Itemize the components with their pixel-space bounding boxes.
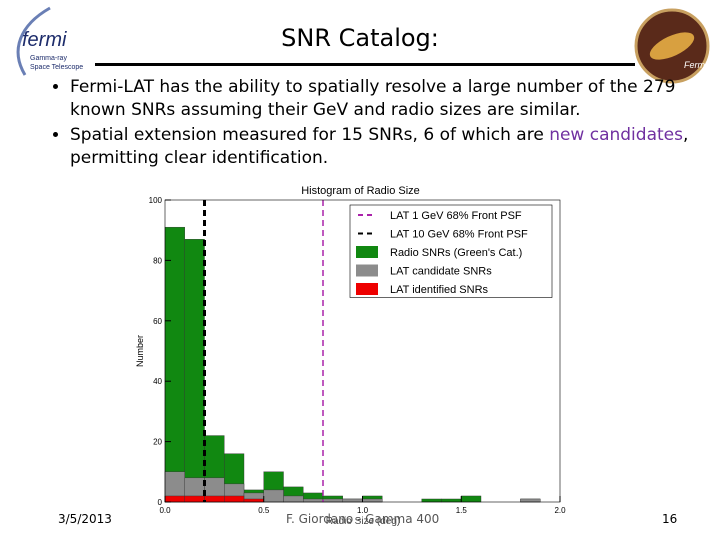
histogram-bar [243, 498, 264, 503]
histogram-bar [164, 226, 185, 503]
footer-page: 16 [662, 512, 678, 526]
legend-label: LAT candidate SNRs [390, 266, 492, 278]
histogram-bar [441, 498, 462, 503]
histogram-bar [362, 498, 383, 503]
logo-subtitle: Gamma-ray [30, 55, 67, 62]
legend-swatch [356, 283, 378, 295]
y-tick-label: 20 [153, 438, 162, 447]
bullet-list: Fermi-LAT has the ability to spatially r… [48, 76, 720, 172]
legend-label: LAT 1 GeV 68% Front PSF [390, 210, 522, 222]
histogram-bar [184, 239, 205, 503]
legend-label: LAT identified SNRs [390, 284, 489, 296]
y-tick-label: 100 [149, 196, 163, 205]
histogram-bar [204, 495, 225, 503]
y-axis-label: Number [135, 335, 145, 367]
y-tick-label: 60 [153, 317, 162, 326]
bullet-text: Spatial extension measured for 15 SNRs, … [70, 125, 550, 145]
logo-swoosh [16, 6, 51, 76]
histogram-bar [303, 498, 324, 503]
badge-label: Fermi [684, 60, 708, 70]
histogram-bar [322, 498, 343, 503]
legend-swatch [356, 246, 378, 258]
y-tick-label: 80 [153, 256, 162, 265]
y-tick-label: 0 [158, 498, 163, 507]
footer-date: 3/5/2013 [58, 512, 112, 526]
x-tick-label: 1.0 [357, 506, 369, 515]
legend-swatch [356, 264, 378, 277]
histogram-bar [461, 495, 482, 503]
histogram-bar [263, 489, 284, 503]
badge-galaxy [649, 32, 695, 60]
x-tick-label: 2.0 [554, 506, 566, 515]
histogram-bar [164, 495, 185, 503]
histogram-bar [184, 495, 205, 503]
slide-title: SNR Catalog: [281, 24, 439, 52]
title-rule [95, 63, 635, 66]
histogram-bar [224, 495, 245, 503]
x-tick-label: 1.5 [456, 506, 468, 515]
y-tick-label: 40 [153, 377, 162, 386]
histogram-bar [421, 498, 442, 503]
bullet-text: Fermi-LAT has the ability to spatially r… [70, 77, 676, 120]
x-tick-label: 0.0 [159, 506, 171, 515]
bullet: Spatial extension measured for 15 SNRs, … [70, 124, 720, 170]
logo-name: fermi [22, 29, 67, 51]
legend-label: LAT 10 GeV 68% Front PSF [390, 229, 528, 241]
x-tick-label: 0.5 [258, 506, 270, 515]
bullet-text: , permitting clear identification. [70, 125, 689, 168]
logo-subtitle: Space Telescope [30, 64, 83, 71]
histogram-bar [520, 498, 541, 503]
x-axis-label: Radio Size (deg) [326, 516, 400, 527]
bullet: Fermi-LAT has the ability to spatially r… [70, 76, 720, 122]
legend-box [349, 204, 553, 298]
chart-title: Histogram of Radio Size [301, 185, 420, 197]
histogram-bar [342, 498, 363, 503]
histogram-bar [283, 495, 304, 503]
footer-author: F. Giordano - Gamma 400 [286, 512, 440, 526]
bullet-text: new candidates [549, 125, 683, 145]
legend-label: Radio SNRs (Green's Cat.) [390, 247, 522, 259]
